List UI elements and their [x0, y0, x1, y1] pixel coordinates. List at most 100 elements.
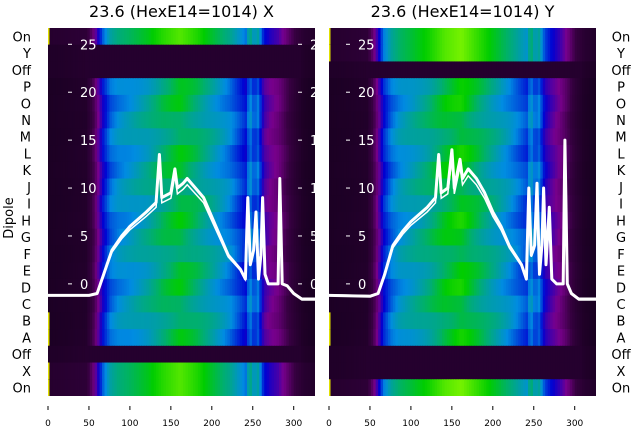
heatmap-cell [111, 329, 115, 347]
heatmap-cell [87, 78, 91, 96]
heatmap-cell [412, 278, 416, 297]
heatmap-cell [288, 312, 292, 330]
heatmap-cell [141, 44, 145, 63]
heatmap-cell [239, 245, 243, 263]
heatmap-cell [380, 94, 384, 113]
heatmap-cell [395, 61, 399, 79]
heatmap-cell [106, 228, 111, 247]
heatmap-cell [65, 312, 69, 330]
heatmap-cell [210, 128, 214, 146]
heatmap-cell [195, 28, 199, 46]
heatmap-cell [363, 212, 367, 230]
heatmap-cell [163, 161, 167, 180]
heatmap-cell [170, 379, 174, 396]
heatmap-cell [338, 178, 342, 196]
heatmap-cell [557, 28, 561, 46]
heatmap-cell [62, 94, 66, 113]
heatmap-cell [459, 78, 463, 96]
heatmap-cell [283, 128, 287, 146]
heatmap-cell [542, 278, 546, 297]
heatmap-cell [77, 28, 81, 46]
heatmap-cell [138, 178, 142, 196]
heatmap-cell [188, 262, 192, 280]
heatmap-cell [505, 195, 509, 213]
heatmap-cell [486, 94, 490, 113]
heatmap-cell [432, 94, 436, 113]
heatmap-cell [338, 345, 342, 364]
heatmap-cell [331, 161, 335, 180]
heatmap-cell [461, 362, 465, 380]
heatmap-cell [380, 345, 384, 364]
heatmap-cell [84, 44, 88, 63]
heatmap-cell [94, 245, 98, 263]
heatmap-cell [493, 362, 497, 380]
heatmap-cell [116, 178, 120, 196]
heatmap-cell [503, 178, 507, 196]
heatmap-cell [286, 128, 290, 146]
heatmap-cell [291, 362, 295, 380]
heatmap-cell [293, 78, 297, 96]
heatmap-cell [422, 145, 426, 163]
x-tick-label: 50 [83, 419, 95, 429]
heatmap-cell [215, 111, 219, 129]
heatmap-cell [55, 262, 59, 280]
heatmap-cell [414, 262, 419, 280]
heatmap-cell [422, 228, 426, 247]
heatmap-cell [491, 145, 495, 163]
heatmap-cell [104, 128, 108, 146]
heatmap-cell [510, 161, 514, 180]
heatmap-cell [168, 295, 172, 313]
heatmap-cell [333, 345, 337, 364]
heatmap-cell [513, 78, 517, 96]
heatmap-cell [234, 128, 238, 146]
heatmap-cell [170, 329, 174, 347]
heatmap-cell [424, 94, 428, 113]
heatmap-cell [75, 312, 79, 330]
heatmap-cell [190, 161, 194, 180]
heatmap-cell [293, 228, 297, 247]
heatmap-cell [138, 28, 142, 46]
heatmap-cell [508, 145, 512, 163]
heatmap-cell [466, 278, 470, 297]
heatmap-cell [168, 61, 172, 79]
heatmap-cell [356, 295, 360, 313]
heatmap-cell [483, 128, 487, 146]
heatmap-cell [400, 345, 404, 364]
heatmap-cell [532, 161, 536, 180]
heatmap-cell [552, 128, 556, 146]
heatmap-cell [412, 362, 416, 380]
heatmap-cell [124, 111, 128, 129]
heatmap-cell [50, 28, 54, 46]
heatmap-cell [161, 28, 165, 46]
heatmap-cell [57, 262, 61, 280]
heatmap-cell [338, 111, 342, 129]
heatmap-row [329, 78, 596, 96]
heatmap-cell [141, 379, 145, 396]
heatmap-cell [545, 94, 549, 113]
heatmap-cell [271, 94, 275, 113]
heatmap-cell [439, 245, 443, 263]
heatmap-cell [432, 78, 436, 96]
heatmap-cell [222, 329, 226, 347]
heatmap-cell [439, 228, 443, 247]
heatmap-cell [385, 295, 389, 313]
heatmap-cell [488, 245, 492, 263]
heatmap-cell [373, 28, 377, 46]
heatmap-cell [493, 161, 497, 180]
heatmap-cell [351, 161, 355, 180]
heatmap-cell [427, 278, 431, 297]
heatmap-cell [197, 228, 201, 247]
heatmap-cell [72, 245, 76, 263]
heatmap-cell [119, 128, 123, 146]
heatmap-cell [129, 245, 133, 263]
heatmap-cell [308, 44, 312, 63]
heatmap-cell [303, 262, 307, 280]
heatmap-cell [251, 262, 255, 280]
heatmap-cell [429, 161, 433, 180]
heatmap-cell [259, 94, 263, 113]
heatmap-cell [572, 312, 576, 330]
heatmap-cell [102, 278, 106, 297]
heatmap-cell [264, 78, 268, 96]
heatmap-cell [442, 195, 446, 213]
heatmap-cell [183, 145, 187, 163]
